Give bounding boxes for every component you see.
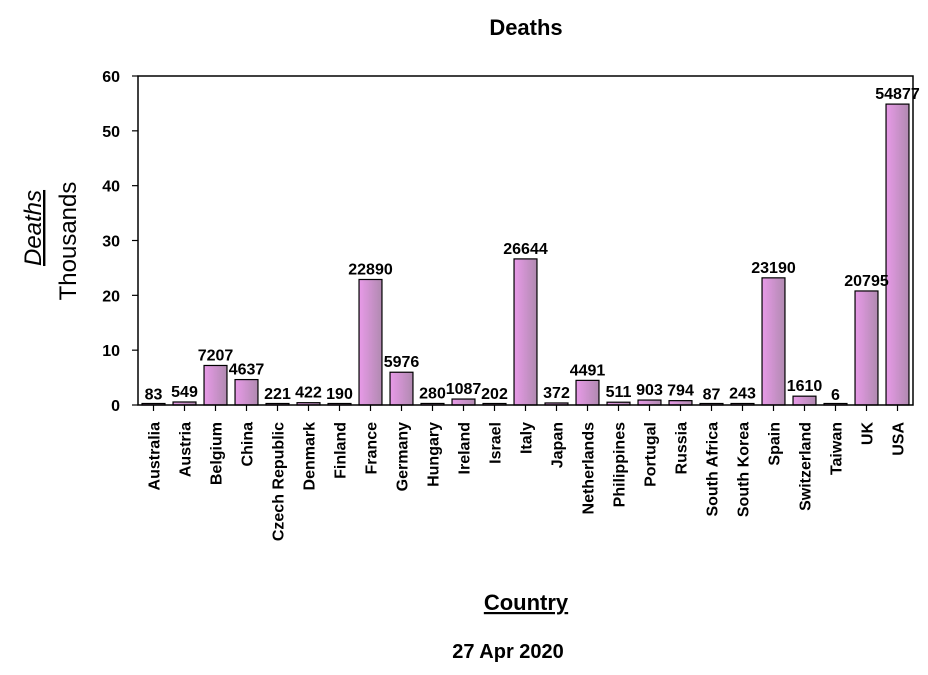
category-label-denmark: Denmark bbox=[302, 422, 319, 491]
data-label-australia: 83 bbox=[145, 387, 163, 404]
category-label-south-korea: South Korea bbox=[736, 422, 753, 517]
bar-ireland bbox=[451, 398, 476, 406]
y-axis-ticks: 0 10 20 30 40 50 60 bbox=[102, 69, 138, 415]
plot-frame bbox=[137, 75, 914, 406]
category-label-usa: USA bbox=[891, 422, 908, 456]
category-label-china: China bbox=[240, 422, 257, 467]
category-label-finland: Finland bbox=[333, 422, 350, 479]
bar-italy bbox=[513, 258, 538, 406]
bar-netherlands bbox=[575, 379, 600, 406]
bars-group bbox=[141, 103, 910, 406]
y-tick-label: 50 bbox=[102, 124, 120, 141]
category-label-russia: Russia bbox=[674, 422, 691, 475]
data-label-ireland: 1087 bbox=[446, 381, 482, 398]
data-label-finland: 190 bbox=[326, 386, 353, 403]
y-tick-label: 60 bbox=[102, 69, 120, 86]
data-label-italy: 26644 bbox=[503, 241, 548, 258]
x-axis-label: Country bbox=[484, 590, 569, 615]
category-label-portugal: Portugal bbox=[643, 422, 660, 487]
y-axis-label: Deaths bbox=[20, 190, 47, 266]
data-label-france: 22890 bbox=[348, 261, 393, 278]
category-label-spain: Spain bbox=[767, 422, 784, 466]
data-label-belgium: 7207 bbox=[198, 347, 234, 364]
bar-usa bbox=[885, 103, 910, 406]
data-label-portugal: 903 bbox=[636, 382, 663, 399]
category-label-japan: Japan bbox=[550, 422, 567, 468]
bar-germany bbox=[389, 371, 414, 406]
bar-switzerland bbox=[792, 395, 817, 406]
data-label-hungary: 280 bbox=[419, 385, 446, 402]
data-label-denmark: 422 bbox=[295, 385, 322, 402]
chart-date: 27 Apr 2020 bbox=[452, 641, 564, 663]
data-label-south-africa: 87 bbox=[703, 387, 721, 404]
data-label-china: 4637 bbox=[229, 362, 265, 379]
category-label-uk: UK bbox=[860, 422, 877, 446]
data-label-taiwan: 6 bbox=[831, 387, 840, 404]
category-label-france: France bbox=[364, 422, 381, 475]
category-label-belgium: Belgium bbox=[209, 422, 226, 485]
y-tick-label: 10 bbox=[102, 343, 120, 360]
bar-spain bbox=[761, 277, 786, 406]
data-label-spain: 23190 bbox=[751, 260, 796, 277]
category-labels-group: Australia Austria Belgium China Czech Republ… bbox=[147, 405, 908, 541]
data-label-israel: 202 bbox=[481, 386, 508, 403]
category-label-germany: Germany bbox=[395, 422, 412, 491]
data-label-usa: 54877 bbox=[875, 86, 920, 103]
data-label-germany: 5976 bbox=[384, 354, 420, 371]
category-label-philippines: Philippines bbox=[612, 422, 629, 507]
category-label-taiwan: Taiwan bbox=[829, 422, 846, 475]
y-tick-label: 0 bbox=[111, 398, 120, 415]
category-label-italy: Italy bbox=[519, 422, 536, 454]
category-label-switzerland: Switzerland bbox=[798, 422, 815, 511]
y-tick-label: 30 bbox=[102, 234, 120, 251]
category-label-netherlands: Netherlands bbox=[581, 422, 598, 515]
category-label-israel: Israel bbox=[488, 422, 505, 464]
data-label-south-korea: 243 bbox=[729, 386, 756, 403]
category-label-austria: Austria bbox=[178, 422, 195, 477]
data-label-russia: 794 bbox=[667, 383, 694, 400]
chart-title: Deaths bbox=[489, 15, 562, 40]
bar-uk bbox=[854, 290, 879, 406]
category-label-ireland: Ireland bbox=[457, 422, 474, 474]
data-label-austria: 549 bbox=[171, 384, 198, 401]
data-label-netherlands: 4491 bbox=[570, 362, 606, 379]
category-label-australia: Australia bbox=[147, 422, 164, 491]
category-label-czech-republic: Czech Republic bbox=[271, 422, 288, 541]
data-label-philippines: 511 bbox=[606, 384, 632, 401]
data-label-japan: 372 bbox=[543, 385, 570, 402]
bar-belgium bbox=[203, 364, 228, 406]
bar-france bbox=[358, 278, 383, 406]
category-label-south-africa: South Africa bbox=[705, 422, 722, 517]
category-label-hungary: Hungary bbox=[426, 422, 443, 487]
y-tick-label: 40 bbox=[102, 179, 120, 196]
y-axis-unit-label: Thousands bbox=[55, 182, 82, 301]
data-label-uk: 20795 bbox=[844, 273, 889, 290]
y-tick-label: 20 bbox=[102, 288, 120, 305]
bar-china bbox=[234, 378, 259, 406]
data-label-czech-republic: 221 bbox=[264, 386, 291, 403]
data-label-switzerland: 1610 bbox=[787, 378, 823, 395]
